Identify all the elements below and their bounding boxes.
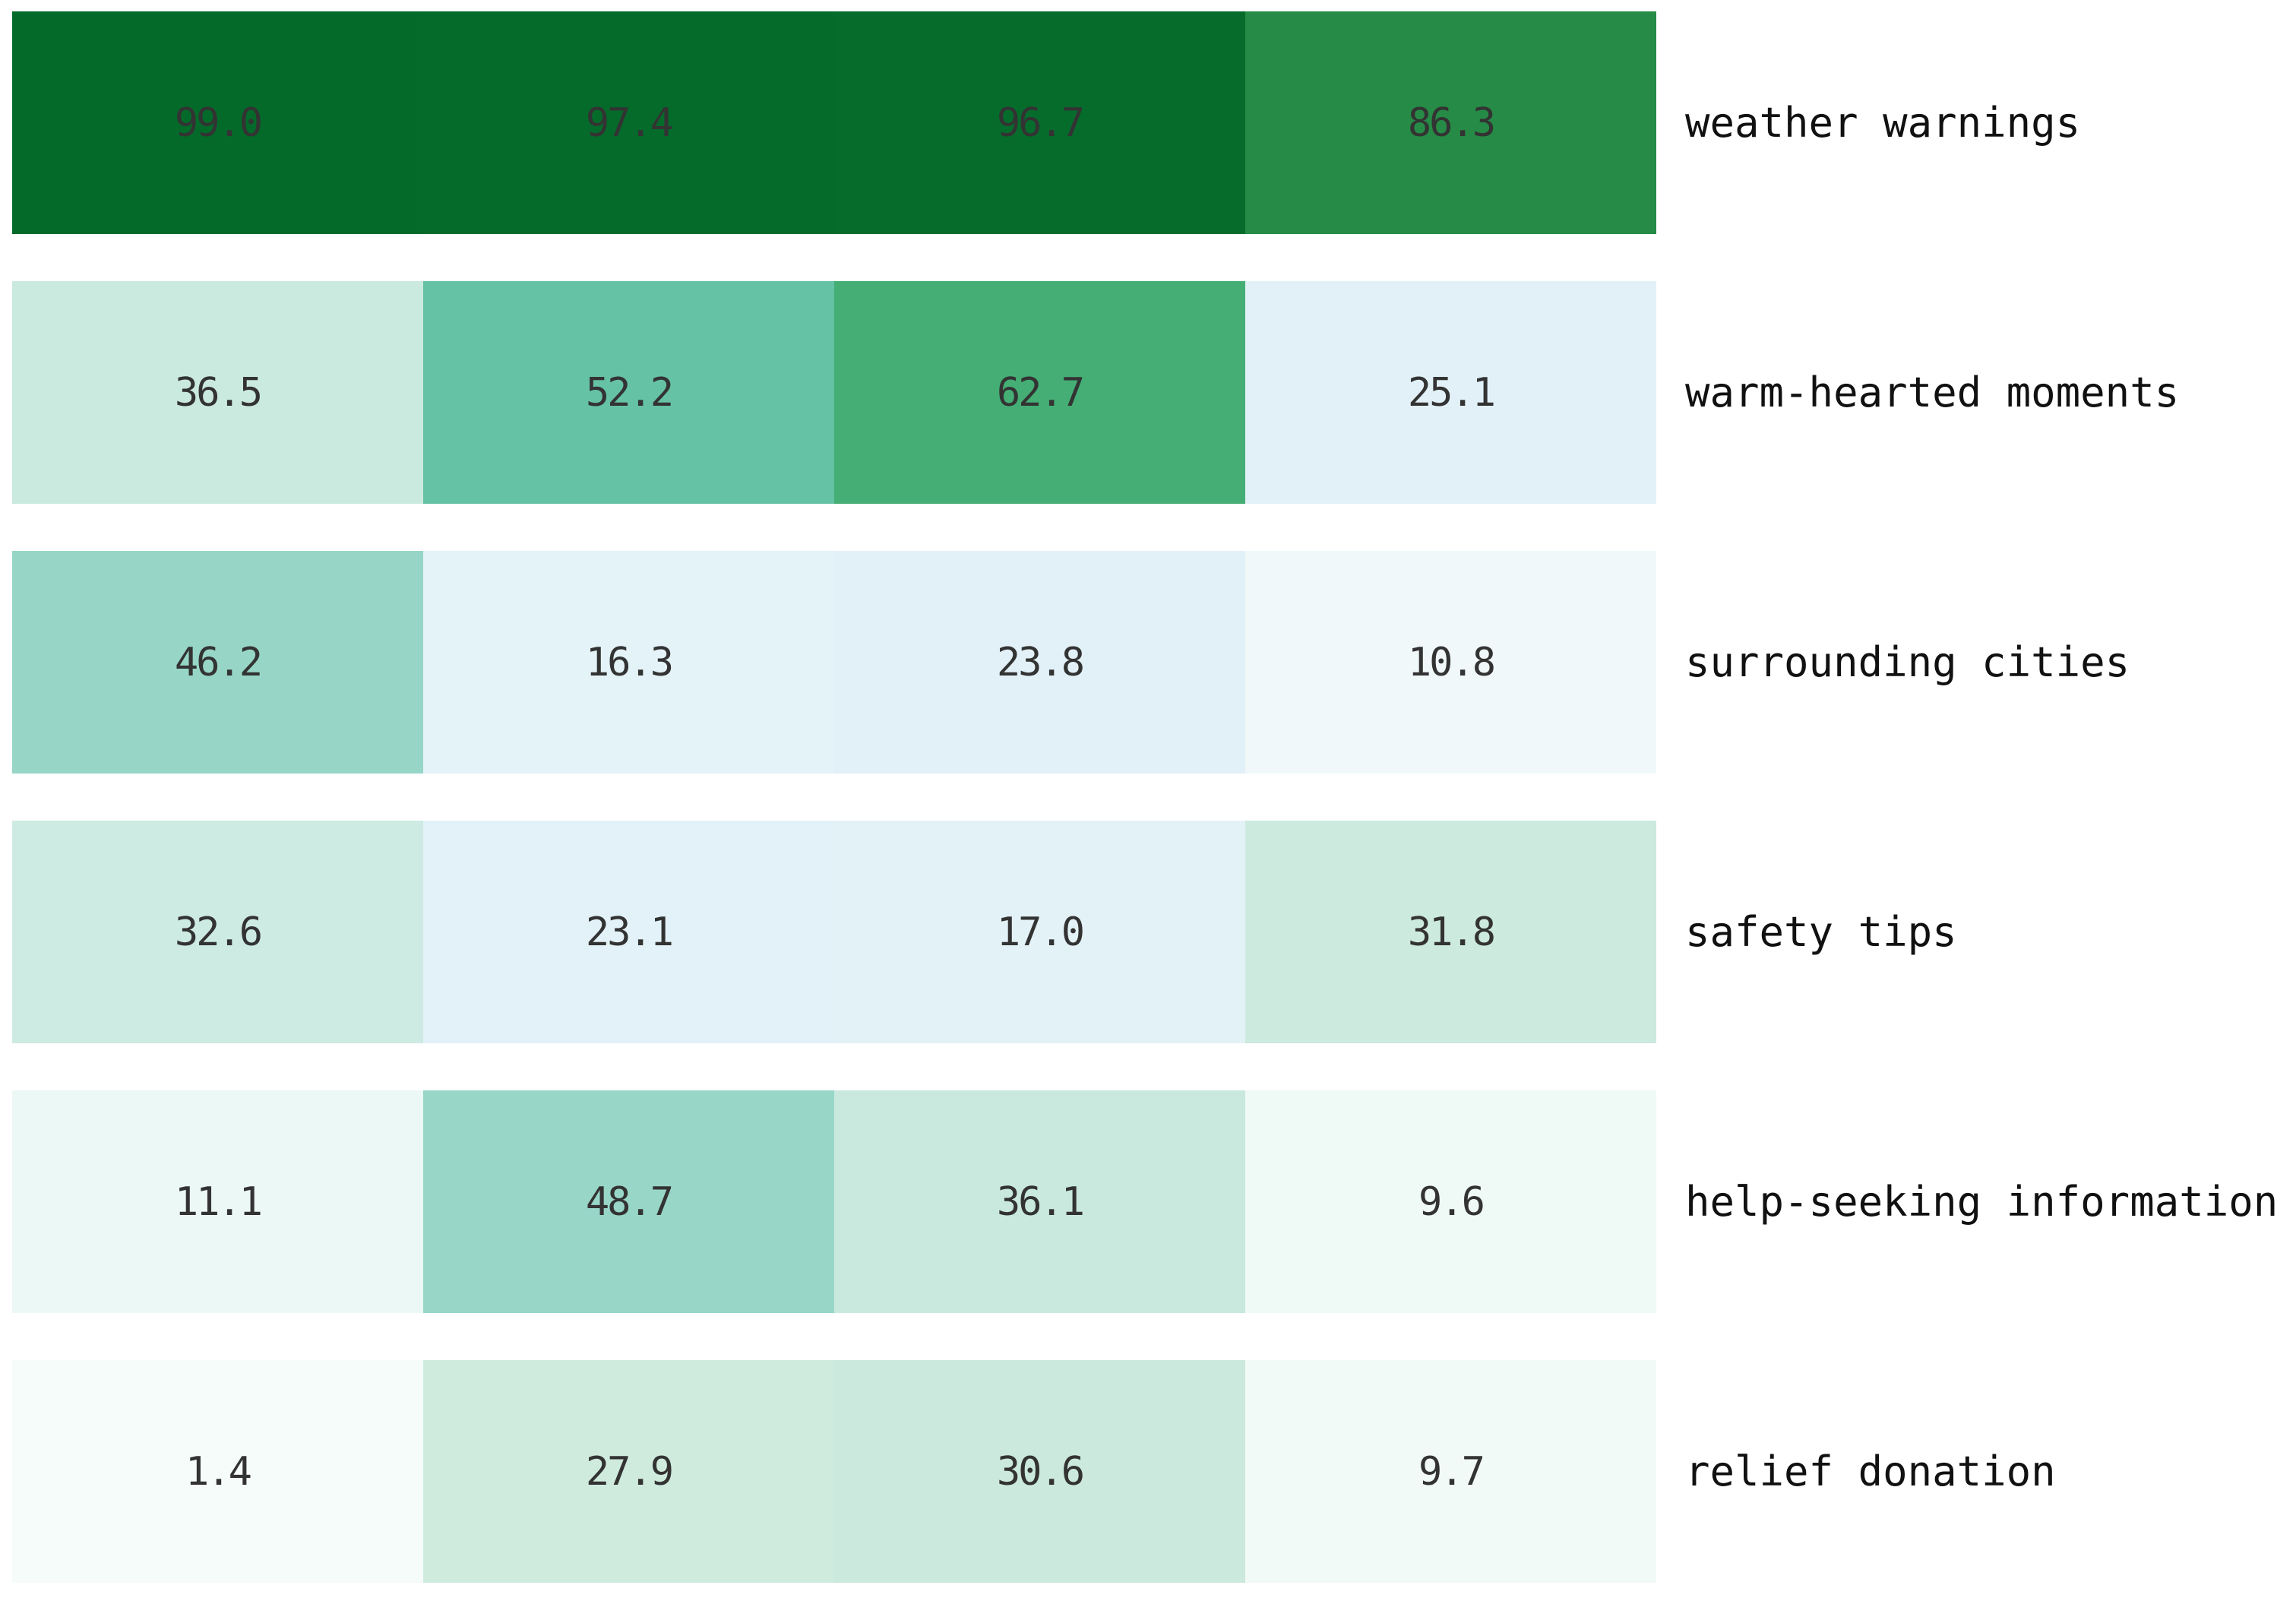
heatmap-row-cells: 1.4 27.9 30.6 9.7 <box>12 1360 1656 1583</box>
heatmap-cell: 23.8 <box>834 551 1245 774</box>
heatmap-cell: 10.8 <box>1245 551 1656 774</box>
heatmap-row: 11.1 48.7 36.1 9.6 help-seeking informat… <box>12 1090 2296 1313</box>
row-label: help-seeking information <box>1685 1178 2279 1226</box>
cell-value: 1.4 <box>185 1448 252 1495</box>
heatmap-rows: 99.0 97.4 96.7 86.3 weather warnings 36.… <box>12 11 2296 1583</box>
cell-value: 10.8 <box>1407 639 1496 685</box>
cell-value: 97.4 <box>585 100 674 146</box>
heatmap-row: 99.0 97.4 96.7 86.3 weather warnings <box>12 11 2296 234</box>
row-label: warm-hearted moments <box>1685 369 2180 416</box>
cell-value: 52.2 <box>585 369 674 416</box>
heatmap-row-cells: 36.5 52.2 62.7 25.1 <box>12 281 1656 504</box>
heatmap-cell: 25.1 <box>1245 281 1656 504</box>
heatmap-cell: 16.3 <box>423 551 834 774</box>
row-label: relief donation <box>1685 1448 2056 1495</box>
heatmap-cell: 27.9 <box>423 1360 834 1583</box>
heatmap-row: 46.2 16.3 23.8 10.8 surrounding cities <box>12 551 2296 774</box>
cell-value: 11.1 <box>174 1179 263 1225</box>
heatmap-cell: 23.1 <box>423 821 834 1043</box>
heatmap-cell: 36.5 <box>12 281 423 504</box>
heatmap-cell: 86.3 <box>1245 11 1656 234</box>
cell-value: 99.0 <box>174 100 263 146</box>
heatmap-row-cells: 32.6 23.1 17.0 31.8 <box>12 821 1656 1043</box>
cell-value: 9.6 <box>1418 1179 1485 1225</box>
cell-value: 30.6 <box>996 1448 1085 1495</box>
cell-value: 23.8 <box>996 639 1085 685</box>
heatmap-cell: 46.2 <box>12 551 423 774</box>
heatmap-cell: 62.7 <box>834 281 1245 504</box>
heatmap-cell: 11.1 <box>12 1090 423 1313</box>
heatmap-row-cells: 46.2 16.3 23.8 10.8 <box>12 551 1656 774</box>
heatmap-cell: 30.6 <box>834 1360 1245 1583</box>
cell-value: 96.7 <box>996 100 1085 146</box>
heatmap-cell: 9.6 <box>1245 1090 1656 1313</box>
cell-value: 9.7 <box>1418 1448 1485 1495</box>
row-label: surrounding cities <box>1685 638 2130 686</box>
heatmap-cell: 96.7 <box>834 11 1245 234</box>
heatmap-row: 1.4 27.9 30.6 9.7 relief donation <box>12 1360 2296 1583</box>
heatmap-cell: 9.7 <box>1245 1360 1656 1583</box>
heatmap-row: 36.5 52.2 62.7 25.1 warm-hearted moments <box>12 281 2296 504</box>
cell-value: 46.2 <box>174 639 263 685</box>
cell-value: 36.5 <box>174 369 263 416</box>
heatmap-cell: 32.6 <box>12 821 423 1043</box>
heatmap-row: 32.6 23.1 17.0 31.8 safety tips <box>12 821 2296 1043</box>
heatmap-cell: 48.7 <box>423 1090 834 1313</box>
cell-value: 36.1 <box>996 1179 1085 1225</box>
heatmap-cell: 36.1 <box>834 1090 1245 1313</box>
cell-value: 86.3 <box>1407 100 1496 146</box>
cell-value: 62.7 <box>996 369 1085 416</box>
heatmap-cell: 31.8 <box>1245 821 1656 1043</box>
heatmap-row-cells: 11.1 48.7 36.1 9.6 <box>12 1090 1656 1313</box>
heatmap-cell: 1.4 <box>12 1360 423 1583</box>
cell-value: 48.7 <box>585 1179 674 1225</box>
heatmap-row-cells: 99.0 97.4 96.7 86.3 <box>12 11 1656 234</box>
cell-value: 32.6 <box>174 909 263 955</box>
heatmap-cell: 52.2 <box>423 281 834 504</box>
row-label: safety tips <box>1685 908 1957 956</box>
cell-value: 31.8 <box>1407 909 1496 955</box>
cell-value: 16.3 <box>585 639 674 685</box>
cell-value: 25.1 <box>1407 369 1496 416</box>
heatmap-cell: 17.0 <box>834 821 1245 1043</box>
row-label: weather warnings <box>1685 99 2081 147</box>
heatmap-cell: 99.0 <box>12 11 423 234</box>
cell-value: 27.9 <box>585 1448 674 1495</box>
cell-value: 17.0 <box>996 909 1085 955</box>
heatmap-cell: 97.4 <box>423 11 834 234</box>
cell-value: 23.1 <box>585 909 674 955</box>
